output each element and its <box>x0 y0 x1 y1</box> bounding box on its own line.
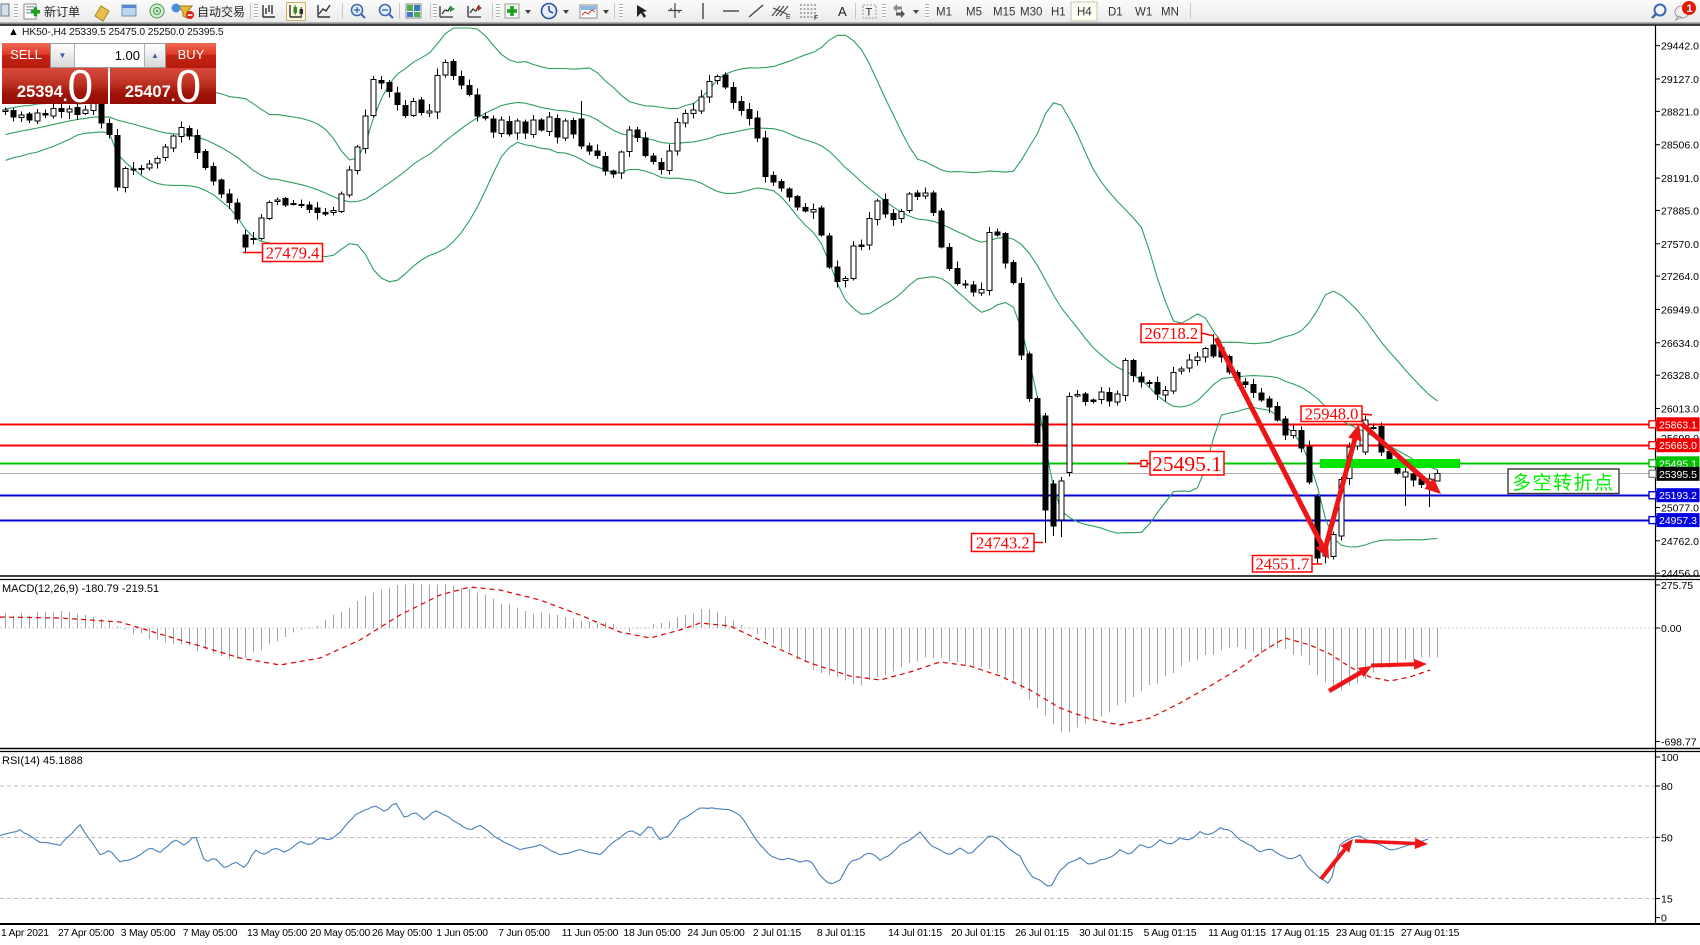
svg-text:30 Jul 01:15: 30 Jul 01:15 <box>1079 928 1133 939</box>
svg-text:28821.0: 28821.0 <box>1661 106 1699 118</box>
svg-text:5 Aug 01:15: 5 Aug 01:15 <box>1144 928 1197 939</box>
svg-text:27 Apr 05:00: 27 Apr 05:00 <box>58 928 114 939</box>
svg-text:1 Jun 05:00: 1 Jun 05:00 <box>436 928 488 939</box>
svg-text:新订单: 新订单 <box>44 4 80 19</box>
svg-text:-698.77: -698.77 <box>1661 737 1697 749</box>
svg-text:27885.0: 27885.0 <box>1661 205 1699 217</box>
svg-text:自动交易: 自动交易 <box>197 4 245 19</box>
svg-text:24 Jun 05:00: 24 Jun 05:00 <box>687 928 745 939</box>
svg-text:8 Jul 01:15: 8 Jul 01:15 <box>817 928 866 939</box>
svg-text:HK50-,H4 25339.5 25475.0 2525: HK50-,H4 25339.5 25475.0 25250.0 25395.5 <box>22 27 224 38</box>
svg-text:26013.0: 26013.0 <box>1661 404 1699 416</box>
svg-text:24551.7: 24551.7 <box>1255 555 1309 574</box>
svg-text:7 Jun 05:00: 7 Jun 05:00 <box>498 928 550 939</box>
svg-text:26949.0: 26949.0 <box>1661 305 1699 317</box>
svg-text:27479.4: 27479.4 <box>266 243 320 262</box>
svg-text:H1: H1 <box>1051 7 1066 19</box>
svg-text:M1: M1 <box>936 7 952 19</box>
svg-text:0.00: 0.00 <box>1661 623 1682 635</box>
svg-text:18 Jun 05:00: 18 Jun 05:00 <box>623 928 681 939</box>
svg-text:M15: M15 <box>993 7 1015 19</box>
svg-text:13 May 05:00: 13 May 05:00 <box>247 928 307 939</box>
svg-text:1: 1 <box>1687 3 1693 15</box>
svg-text:25863.1: 25863.1 <box>1659 419 1697 431</box>
svg-text:26718.2: 26718.2 <box>1144 324 1198 343</box>
svg-text:D1: D1 <box>1108 7 1123 19</box>
svg-text:25665.0: 25665.0 <box>1659 440 1697 452</box>
svg-text:1 Apr 2021: 1 Apr 2021 <box>1 928 49 939</box>
svg-text:24743.2: 24743.2 <box>976 533 1030 552</box>
svg-text:23 Aug 01:15: 23 Aug 01:15 <box>1336 928 1395 939</box>
svg-text:25395.5: 25395.5 <box>1659 469 1697 481</box>
svg-text:275.75: 275.75 <box>1661 580 1693 592</box>
svg-text:28191.0: 28191.0 <box>1661 173 1699 185</box>
svg-text:0: 0 <box>1661 913 1667 925</box>
svg-text:14 Jul 01:15: 14 Jul 01:15 <box>888 928 942 939</box>
svg-text:17 Aug 01:15: 17 Aug 01:15 <box>1271 928 1330 939</box>
svg-text:H4: H4 <box>1077 7 1092 19</box>
svg-text:26328.0: 26328.0 <box>1661 370 1699 382</box>
svg-text:50: 50 <box>1661 832 1673 844</box>
svg-text:▲: ▲ <box>8 26 19 38</box>
svg-text:27264.0: 27264.0 <box>1661 271 1699 283</box>
svg-text:M30: M30 <box>1020 7 1042 19</box>
svg-text:RSI(14) 45.1888: RSI(14) 45.1888 <box>2 755 83 767</box>
svg-text:26 Jul 01:15: 26 Jul 01:15 <box>1015 928 1069 939</box>
svg-text:26634.0: 26634.0 <box>1661 338 1699 350</box>
svg-text:F: F <box>814 15 818 22</box>
svg-text:25948.0: 25948.0 <box>1305 405 1359 424</box>
svg-text:25193.2: 25193.2 <box>1659 490 1697 502</box>
svg-text:29127.0: 29127.0 <box>1661 74 1699 86</box>
svg-text:15: 15 <box>1661 894 1673 906</box>
svg-text:2 Jul 01:15: 2 Jul 01:15 <box>753 928 802 939</box>
svg-text:24957.3: 24957.3 <box>1659 515 1697 527</box>
svg-text:29442.0: 29442.0 <box>1661 41 1699 53</box>
svg-text:MACD(12,26,9) -180.79 -219.51: MACD(12,26,9) -180.79 -219.51 <box>2 583 159 595</box>
svg-text:27 Aug 01:15: 27 Aug 01:15 <box>1401 928 1460 939</box>
svg-text:24762.0: 24762.0 <box>1661 536 1699 548</box>
svg-text:11 Aug 01:15: 11 Aug 01:15 <box>1208 928 1266 939</box>
svg-text:M5: M5 <box>966 7 982 19</box>
svg-text:24456.0: 24456.0 <box>1661 568 1699 580</box>
svg-text:7 May 05:00: 7 May 05:00 <box>183 928 238 939</box>
svg-text:20 Jul 01:15: 20 Jul 01:15 <box>951 928 1005 939</box>
svg-text:28506.0: 28506.0 <box>1661 140 1699 152</box>
svg-text:T: T <box>866 7 873 19</box>
svg-text:100: 100 <box>1661 752 1679 764</box>
svg-text:多空转折点: 多空转折点 <box>1512 472 1615 494</box>
svg-text:26 May 05:00: 26 May 05:00 <box>372 928 432 939</box>
svg-text:W1: W1 <box>1135 7 1152 19</box>
svg-text:25077.0: 25077.0 <box>1661 503 1699 515</box>
svg-text:A: A <box>838 4 847 19</box>
svg-text:20 May 05:00: 20 May 05:00 <box>310 928 370 939</box>
svg-text:25495.1: 25495.1 <box>1152 452 1222 476</box>
svg-text:11 Jun 05:00: 11 Jun 05:00 <box>562 928 619 939</box>
svg-text:3 May 05:00: 3 May 05:00 <box>121 928 176 939</box>
svg-text:MN: MN <box>1161 7 1179 19</box>
svg-text:E: E <box>786 14 791 21</box>
svg-text:80: 80 <box>1661 781 1673 793</box>
svg-text:27570.0: 27570.0 <box>1661 239 1699 251</box>
